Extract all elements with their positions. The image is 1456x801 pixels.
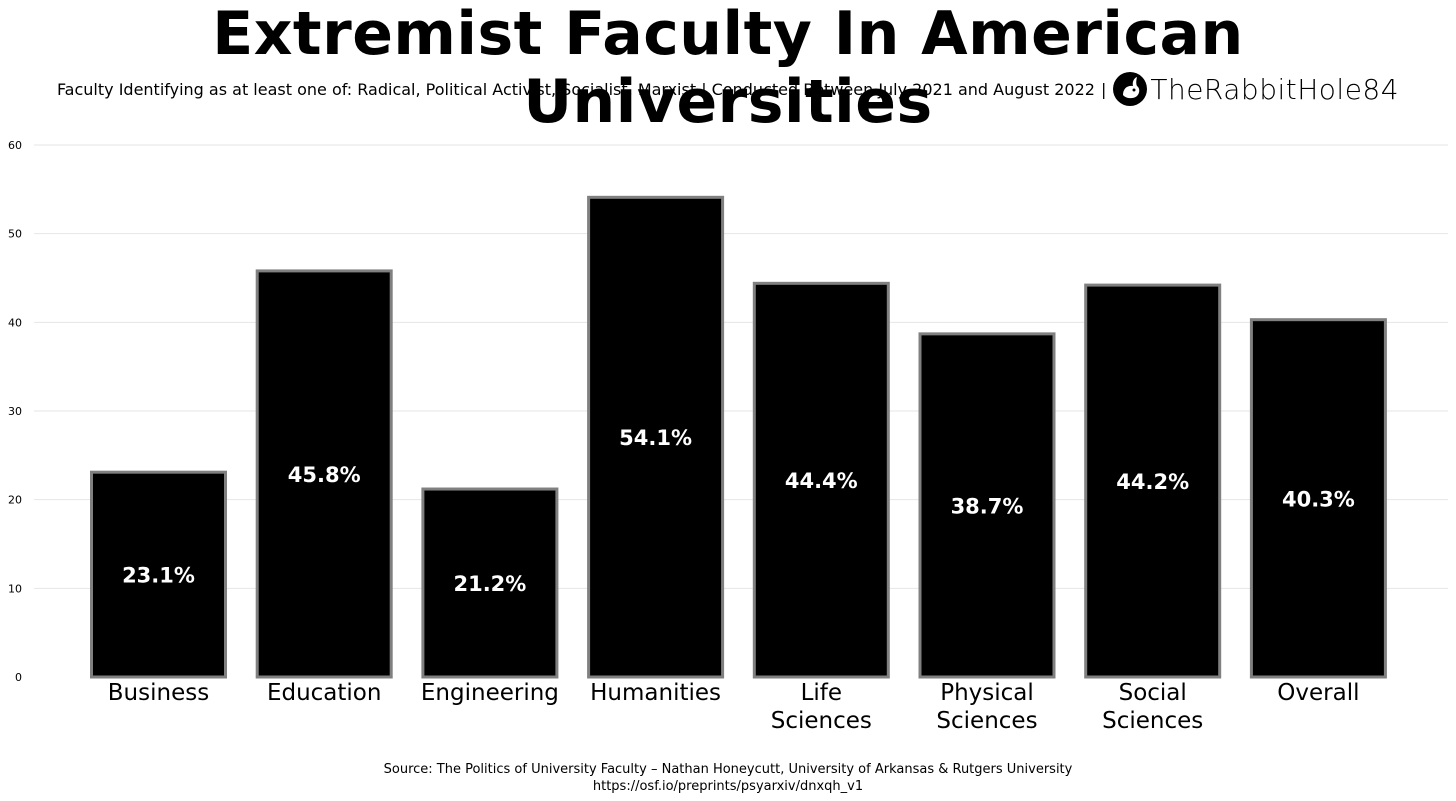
- source-line: Source: The Politics of University Facul…: [383, 762, 1073, 777]
- bar: [587, 195, 725, 679]
- y-tick-label: 30: [8, 405, 22, 418]
- brand-name: TheRabbitHole84: [1150, 72, 1400, 106]
- x-tick-label-line: Business: [108, 680, 209, 706]
- y-tick-label: 0: [15, 671, 22, 684]
- bar-value-label: 40.3%: [1282, 487, 1355, 511]
- bar-value-label: 54.1%: [619, 426, 692, 450]
- bar: [1084, 283, 1222, 679]
- x-tick-label-line: Sciences: [1102, 708, 1203, 734]
- bar: [918, 332, 1056, 679]
- brand-logo: TheRabbitHole84: [1112, 71, 1399, 107]
- x-tick-label-line: Sciences: [936, 708, 1037, 734]
- x-tick-label: Business: [108, 680, 209, 706]
- source-url: https://osf.io/preprints/psyarxiv/dnxqh_…: [592, 779, 864, 794]
- x-tick-label: Education: [267, 680, 382, 706]
- bar-value-label: 21.2%: [453, 572, 526, 596]
- rabbit-logo-icon: [1113, 72, 1148, 106]
- bar: [752, 281, 890, 679]
- y-tick-label: 20: [8, 494, 22, 507]
- bar: [421, 487, 559, 679]
- source-note: Source: The Politics of University Facul…: [0, 761, 1456, 795]
- x-tick-label-line: Engineering: [421, 680, 559, 706]
- bar-value-label: 44.4%: [785, 469, 858, 493]
- x-tick-label-line: Physical: [940, 680, 1034, 706]
- y-tick-label: 60: [8, 139, 22, 152]
- bar-value-label: 44.2%: [1116, 470, 1189, 494]
- bar-value-label: 45.8%: [288, 463, 361, 487]
- chart-title: Extremist Faculty In American Universiti…: [212, 0, 1244, 137]
- subtitle-separator: |: [1100, 79, 1107, 99]
- y-tick-label: 40: [8, 316, 22, 329]
- x-tick-label: Overall: [1277, 680, 1359, 706]
- y-tick-label: 50: [8, 228, 22, 241]
- bar: [1249, 318, 1387, 679]
- x-tick-label: Humanities: [590, 680, 721, 706]
- chart-subtitle: Faculty Identifying as at least one of: …: [56, 79, 1095, 99]
- x-tick-label: Life Sciences: [771, 680, 872, 734]
- x-tick-label-line: Social: [1119, 680, 1187, 706]
- x-tick-label-line: Life: [801, 680, 842, 706]
- x-tick-label: Social Sciences: [1102, 680, 1203, 734]
- x-tick-label: Physical Sciences: [936, 680, 1037, 734]
- y-tick-label: 10: [8, 582, 22, 595]
- x-tick-label-line: Education: [267, 680, 382, 706]
- x-tick-label-line: Overall: [1277, 680, 1359, 706]
- bar-value-label: 38.7%: [951, 494, 1024, 518]
- x-tick-label-line: Humanities: [590, 680, 721, 706]
- bar-chart: 0 10 20 30 40 50 60 23.1% Business 45.8% Education…: [8, 139, 1448, 734]
- bar-value-label: 23.1%: [122, 564, 195, 588]
- bar: [255, 269, 393, 679]
- x-tick-label: Engineering: [421, 680, 559, 706]
- bar: [90, 470, 227, 679]
- subtitle-row: Faculty Identifying as at least one of: …: [0, 68, 1456, 110]
- x-tick-label-line: Sciences: [771, 708, 872, 734]
